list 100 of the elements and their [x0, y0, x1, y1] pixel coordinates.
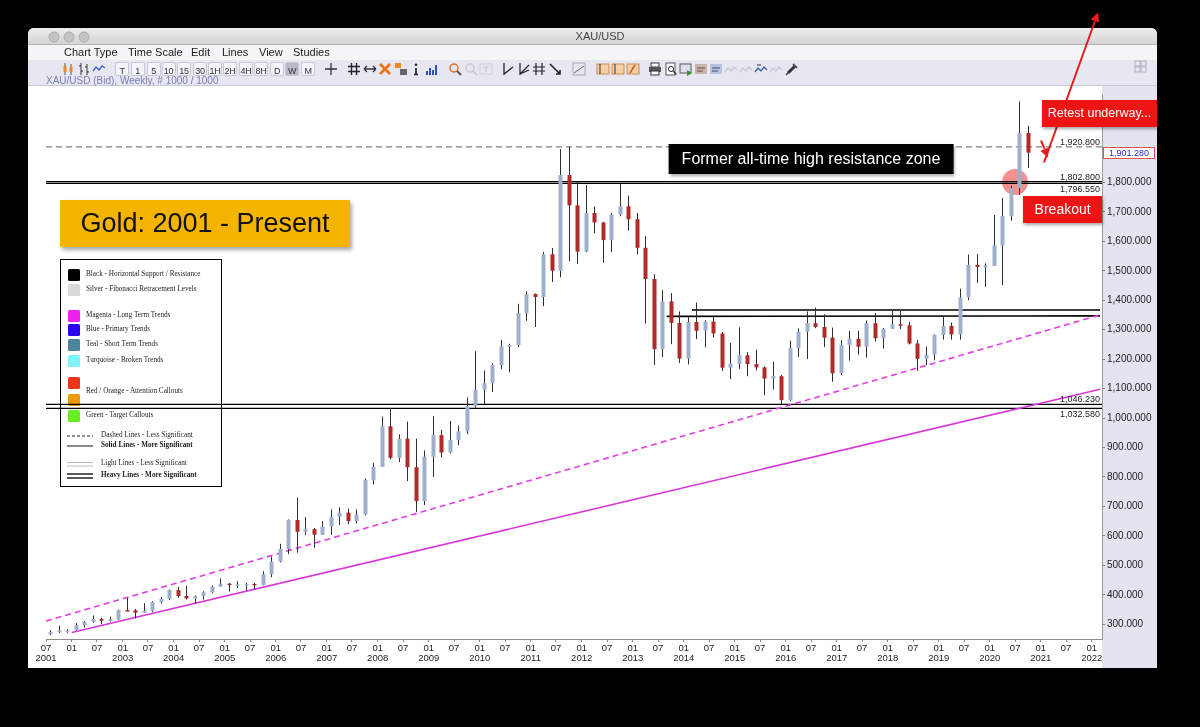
candlestick: [125, 597, 130, 612]
y-tick-label: 1,300.000: [1107, 323, 1152, 335]
candlestick: [533, 292, 538, 328]
candlestick: [490, 362, 495, 393]
x-tick-label: 07: [91, 641, 103, 653]
candlestick: [618, 183, 623, 217]
candlestick: [269, 556, 274, 578]
candlestick: [703, 319, 708, 348]
x-tick-label: 01 2018: [877, 641, 899, 664]
x-tick-label: 01: [66, 641, 77, 653]
x-tick-label: 07: [499, 641, 511, 653]
candlestick: [499, 339, 504, 370]
x-tick-label: 07: [550, 641, 562, 653]
candlestick: [295, 497, 300, 554]
candlestick: [822, 313, 827, 348]
x-tick-label: 07: [295, 641, 307, 653]
y-tick-label: 900.000: [1107, 441, 1144, 453]
y-tick-label: 1,100.000: [1107, 382, 1152, 394]
x-tick-label: 01 2013: [622, 641, 644, 664]
chart-subtitle: XAU/USD (Bid), Weekly, # 1000 / 1000: [46, 75, 219, 86]
y-tick-label: 1,000.000: [1107, 411, 1152, 423]
toolbar-button: M: [301, 62, 315, 76]
candlestick: [975, 253, 980, 284]
candlestick: [550, 247, 555, 283]
x-tick-label: 07: [907, 641, 919, 653]
x-tick-label: 01 2006: [265, 641, 287, 664]
annotation: Retest underway...: [1042, 100, 1157, 127]
annotation: Former all-time high resistance zone: [668, 144, 954, 174]
y-tick-label: 1,600.000: [1107, 235, 1152, 247]
candlestick: [924, 345, 929, 366]
x-tick-label: 01 2003: [112, 641, 134, 664]
x-tick-label: 01 2014: [673, 641, 695, 664]
text: Gold: 2001 - Present: [60, 200, 350, 247]
candlestick: [864, 320, 869, 359]
candlestick: [873, 312, 878, 342]
candlestick: [941, 315, 946, 341]
x-tick-label: 07: [193, 641, 205, 653]
x-tick-label: 07: [703, 641, 715, 653]
x-tick-label: 07: [805, 641, 817, 653]
y-tick-label: 400.000: [1107, 588, 1144, 600]
toolbar-button: T: [115, 62, 129, 76]
text: Time Scale: [128, 46, 183, 58]
x-tick-label: 07 2001: [35, 641, 57, 664]
candlestick: [601, 221, 606, 264]
text: Lines: [222, 46, 249, 58]
candlestick: [796, 328, 801, 358]
x-tick-label: 07: [244, 641, 256, 653]
candlestick: [473, 350, 478, 409]
x-tick-label: 01 2017: [826, 641, 848, 664]
candlestick: [898, 310, 903, 330]
candlestick: [762, 366, 767, 396]
toolbar-button: D: [270, 62, 284, 76]
x-tick-label: 07: [346, 641, 358, 653]
x-tick-label: 07: [601, 641, 613, 653]
x-tick-label: 07: [856, 641, 868, 653]
x-tick-label: 07: [1060, 641, 1072, 653]
text: Studies: [293, 46, 330, 58]
y-tick-label: 300.000: [1107, 618, 1144, 630]
candlestick: [992, 214, 997, 267]
y-tick-label: 1,200.000: [1107, 352, 1152, 364]
candlestick: [932, 333, 937, 361]
toolbar-button: W: [285, 62, 299, 76]
x-tick-label: 01 2009: [418, 641, 440, 664]
candlestick: [439, 429, 444, 459]
candlestick: [431, 415, 436, 478]
candlestick: [371, 462, 376, 485]
candlestick: [694, 302, 699, 340]
text: XAU/USD: [574, 30, 626, 42]
y-tick-label: 600.000: [1107, 529, 1144, 541]
ref-line-label: 1,796.550: [1059, 184, 1100, 195]
ref-line-label: 1,802.800: [1059, 171, 1100, 182]
y-tick-label: 1,500.000: [1107, 264, 1152, 276]
x-tick-label: 01 2012: [571, 641, 593, 664]
candlestick: [779, 374, 784, 405]
x-tick-label: 01 2022: [1081, 641, 1103, 664]
candlestick: [456, 425, 461, 446]
x-tick-label: 01 2021: [1030, 641, 1052, 664]
toolbar-button: 8H: [254, 62, 268, 76]
text: View: [259, 46, 283, 58]
toolbar-button: 15: [177, 62, 191, 76]
toolbar-button: 1H: [208, 62, 222, 76]
x-tick-label: 01 2011: [520, 641, 541, 664]
candlestick: [847, 330, 852, 362]
annotation: Breakout: [1023, 196, 1103, 224]
toolbar-button: 2H: [223, 62, 237, 76]
x-tick-label: 07: [448, 641, 460, 653]
y-tick-label: 800.000: [1107, 470, 1144, 482]
ref-line-label: 1,032.580: [1059, 409, 1100, 420]
x-tick-label: 07: [754, 641, 766, 653]
toolbar-button: 30: [193, 62, 207, 76]
text: 1,901.280: [1103, 146, 1155, 159]
candlestick: [805, 310, 810, 360]
x-tick-label: 01 2010: [469, 641, 491, 664]
candlestick: [669, 292, 674, 345]
x-tick-label: 01 2005: [214, 641, 236, 664]
candlestick: [711, 315, 716, 339]
x-tick-label: 07: [142, 641, 154, 653]
x-tick-label: 01 2019: [928, 641, 950, 664]
ref-line-label: 1,046.230: [1059, 394, 1100, 405]
x-tick-label: 01 2008: [367, 641, 389, 664]
